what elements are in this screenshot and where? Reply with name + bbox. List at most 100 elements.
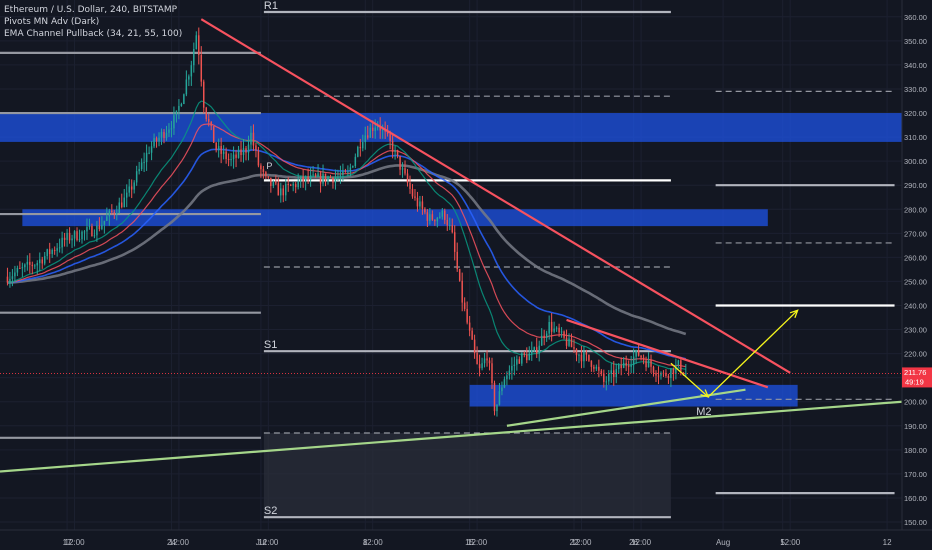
candle-body — [118, 202, 121, 214]
candle-body — [409, 182, 411, 189]
candle-body — [76, 231, 78, 241]
candle-body — [560, 331, 563, 333]
candle-body — [680, 360, 682, 373]
price-tick-label: 310.00 — [904, 133, 927, 142]
candle-body — [240, 149, 242, 156]
candle-body — [93, 235, 96, 237]
candle-body — [58, 247, 61, 249]
candle-body — [615, 369, 617, 377]
candle-body — [414, 196, 416, 198]
candle-body — [252, 132, 255, 146]
candle-body — [56, 248, 58, 251]
price-tick-label: 360.00 — [904, 13, 927, 22]
candle-body — [135, 171, 138, 183]
candle-body — [232, 154, 235, 160]
candle-body — [165, 132, 168, 138]
candle-body — [424, 208, 426, 213]
candle-body — [620, 364, 622, 369]
candle-body — [71, 238, 73, 241]
candle-body — [605, 381, 608, 383]
candle-body — [73, 231, 76, 239]
candle-body — [526, 354, 528, 361]
candle-body — [389, 133, 391, 141]
candle-body — [289, 184, 292, 186]
candle-body — [138, 169, 140, 172]
candle-body — [294, 184, 297, 188]
candle-body — [140, 162, 143, 170]
candle-body — [613, 370, 615, 377]
candle-body — [558, 327, 560, 333]
candle-body — [106, 216, 108, 221]
candle-body — [29, 261, 31, 265]
candle-body — [344, 170, 347, 173]
candle-body — [598, 366, 600, 371]
candle-body — [6, 276, 9, 283]
candle-body — [367, 135, 369, 138]
candle-body — [590, 360, 593, 367]
price-tick-label: 170.00 — [904, 470, 927, 479]
candle-body — [543, 335, 545, 339]
support-resistance-zone[interactable] — [0, 113, 902, 142]
candle-body — [160, 131, 163, 138]
candle-body — [314, 174, 317, 177]
candle-body — [245, 148, 247, 153]
candle-body — [657, 375, 660, 377]
candle-body — [53, 249, 56, 251]
candle-body — [327, 176, 329, 182]
candle-body — [588, 354, 590, 361]
candle-body — [309, 175, 312, 180]
candle-body — [523, 353, 526, 355]
candle-body — [444, 210, 446, 220]
candle-body — [667, 375, 670, 378]
candle-body — [627, 365, 630, 367]
candle-body — [570, 338, 573, 348]
time-tick-label: 26 — [629, 538, 638, 547]
candle-body — [217, 146, 220, 151]
candle-body — [312, 174, 314, 176]
candle-body — [103, 220, 106, 225]
price-tick-label: 320.00 — [904, 109, 927, 118]
candle-body — [227, 158, 230, 160]
price-tick-label: 240.00 — [904, 301, 927, 310]
candle-body — [175, 110, 178, 116]
candle-body — [516, 359, 518, 365]
support-trendline[interactable] — [0, 400, 903, 473]
candle-body — [511, 365, 513, 371]
candle-body — [292, 184, 294, 186]
candle-body — [183, 94, 185, 105]
candle-body — [441, 210, 444, 217]
candle-body — [635, 350, 637, 357]
candle-body — [645, 360, 647, 368]
price-tick-label: 270.00 — [904, 229, 927, 238]
resistance-trendline[interactable] — [200, 18, 791, 374]
support-resistance-zone[interactable] — [469, 384, 798, 407]
candle-body — [83, 231, 86, 233]
price-tick-label: 300.00 — [904, 157, 927, 166]
candle-body — [471, 330, 473, 340]
candle-body — [660, 372, 662, 376]
price-tick-label: 290.00 — [904, 181, 927, 190]
candle-body — [394, 150, 396, 152]
support-resistance-zone[interactable] — [22, 209, 768, 227]
candle-body — [155, 138, 158, 142]
candle-body — [329, 176, 332, 178]
candle-body — [625, 362, 627, 366]
candle-body — [580, 354, 583, 362]
candle-body — [652, 366, 655, 373]
candle-body — [16, 268, 19, 273]
resistance-trendline[interactable] — [566, 318, 769, 389]
candle-body — [98, 225, 101, 230]
candle-body — [578, 354, 580, 356]
candle-body — [449, 225, 451, 227]
candle-body — [513, 364, 516, 366]
candle-body — [617, 364, 620, 370]
candle-body — [456, 251, 458, 270]
candle-body — [396, 150, 399, 156]
candle-body — [553, 328, 555, 332]
candle-body — [297, 181, 299, 188]
candle-body — [608, 373, 610, 382]
price-axis-background — [902, 0, 932, 550]
candle-body — [595, 366, 598, 369]
candle-body — [593, 366, 595, 369]
